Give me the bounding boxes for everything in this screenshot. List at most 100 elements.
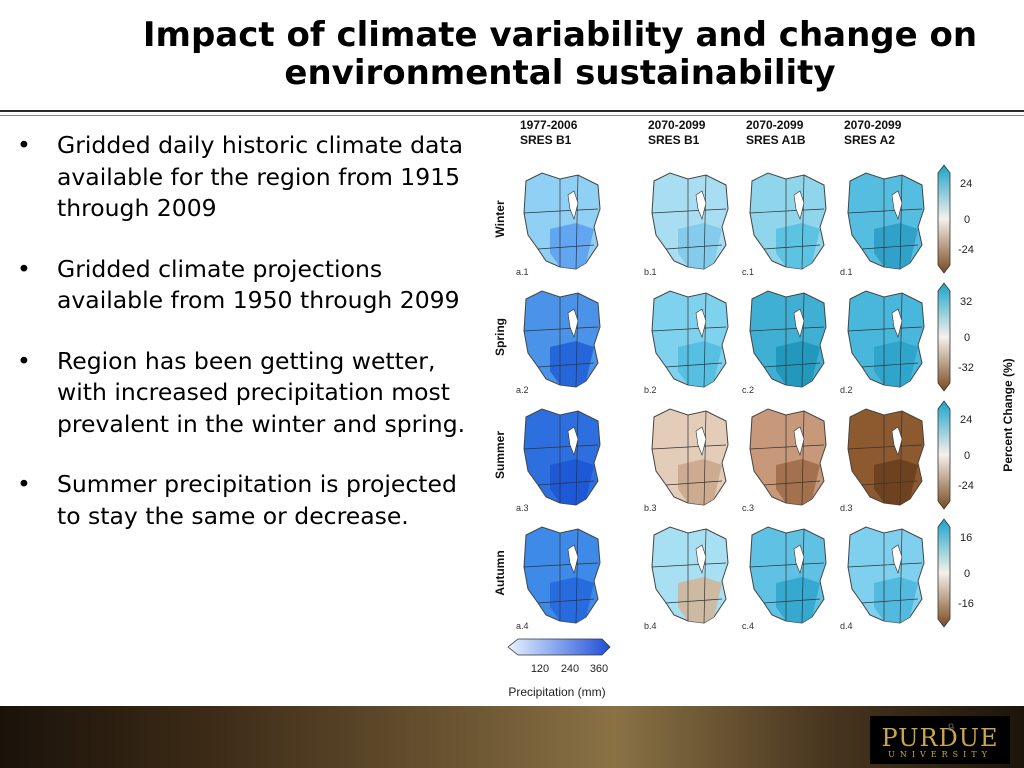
colorbar-tick-bottom: -32 [958, 362, 974, 374]
great-lakes [891, 426, 903, 456]
state-borders [651, 174, 727, 270]
map-panel [749, 172, 827, 270]
map-panel [523, 172, 601, 270]
great-lakes [567, 426, 579, 456]
state-borders [651, 292, 727, 388]
map-region-accent [678, 459, 722, 505]
great-lakes [793, 190, 805, 220]
panel-label: c.2 [742, 385, 754, 395]
column-scenario-label: SRES B1 [648, 133, 700, 147]
state-borders [523, 292, 599, 388]
state-borders [749, 410, 825, 506]
map-panel [523, 290, 601, 388]
column-period-label: 2070-2099 [648, 118, 706, 132]
change-colorbar [937, 164, 951, 274]
state-borders [651, 410, 727, 506]
bullet-dot: • [17, 346, 31, 375]
state-borders [847, 292, 923, 388]
bullet-list: • Gridded daily historic climate data ava… [14, 130, 476, 561]
great-lakes [793, 544, 805, 574]
map-region-accent [550, 577, 594, 623]
great-lakes [567, 190, 579, 220]
map-region-accent [678, 223, 722, 269]
column-scenario-label: SRES B1 [520, 133, 572, 147]
panel-label: b.4 [644, 621, 657, 631]
colorbar-tick-bottom: -24 [958, 244, 974, 256]
row-season-label: Spring [493, 318, 507, 356]
colorbar-tick-mid: 0 [964, 568, 970, 580]
map-region-accent [776, 577, 820, 623]
map-panel [651, 172, 729, 270]
bullet-item: • Gridded daily historic climate data ava… [14, 130, 476, 225]
great-lakes [793, 426, 805, 456]
page-number: 9 [948, 722, 955, 734]
state-borders [523, 410, 599, 506]
state-borders [847, 174, 923, 270]
map-panel [749, 290, 827, 388]
great-lakes [695, 544, 707, 574]
great-lakes [891, 308, 903, 338]
great-lakes [567, 308, 579, 338]
state-borders [523, 528, 599, 624]
state-borders [749, 528, 825, 624]
map-panel [651, 290, 729, 388]
colorbar-tick-mid: 0 [964, 332, 970, 344]
map-region-accent [874, 223, 918, 269]
panel-label: a.3 [516, 503, 529, 513]
map-panel [651, 408, 729, 506]
map-panel [847, 290, 925, 388]
panel-label: a.2 [516, 385, 529, 395]
panel-label: d.3 [840, 503, 853, 513]
bullet-dot: • [17, 470, 31, 498]
panel-label: b.1 [644, 267, 657, 277]
map-region-accent [776, 459, 820, 505]
bullet-dot: • [17, 254, 31, 283]
panel-label: b.2 [644, 385, 657, 395]
map-panel [523, 526, 601, 624]
panel-label: d.4 [840, 621, 853, 631]
row-season-label: Autumn [493, 550, 507, 595]
bullet-dot: • [17, 131, 31, 159]
panel-label: a.4 [516, 621, 529, 631]
great-lakes [695, 426, 707, 456]
panel-label: d.2 [840, 385, 853, 395]
colorbar-tick-top: 24 [960, 178, 972, 190]
column-scenario-label: SRES A1B [746, 133, 806, 147]
column-period-label: 1977-2006 [520, 118, 578, 132]
state-borders [749, 292, 825, 388]
title-divider-thin [0, 115, 1024, 116]
column-period-label: 2070-2099 [844, 118, 902, 132]
purdue-logo: PURDUE UNIVERSITY [870, 716, 1010, 764]
precip-tick-label: 360 [590, 663, 608, 675]
panel-label: c.4 [742, 621, 754, 631]
change-colorbar [937, 400, 951, 510]
bullet-item: • Region has been getting wetter, with in… [14, 346, 476, 441]
map-region-accent [776, 341, 820, 387]
map-panel [847, 526, 925, 624]
row-season-label: Summer [493, 431, 507, 479]
colorbar-tick-top: 32 [960, 296, 972, 308]
bullet-text: Gridded climate projections available fr… [57, 254, 460, 315]
map-panel [847, 408, 925, 506]
bullet-item: • Gridded climate projections available f… [14, 254, 476, 317]
panel-label: a.1 [516, 267, 529, 277]
change-colorbar [937, 282, 951, 392]
state-borders [847, 410, 923, 506]
map-panel [651, 526, 729, 624]
map-region-accent [776, 223, 820, 269]
precip-tick-label: 120 [531, 663, 549, 675]
colorbar-tick-bottom: -24 [958, 480, 974, 492]
state-borders [749, 174, 825, 270]
colorbar-tick-mid: 0 [964, 450, 970, 462]
slide-title-line-2: environmental sustainability [284, 53, 836, 93]
great-lakes [793, 308, 805, 338]
precipitation-axis-label: Precipitation (mm) [508, 685, 605, 699]
bullet-text: Summer precipitation is projected to sta… [57, 470, 457, 530]
footer-banner [0, 706, 1024, 768]
precipitation-colorbar [507, 638, 611, 656]
column-period-label: 2070-2099 [746, 118, 804, 132]
great-lakes [567, 544, 579, 574]
map-region-accent [678, 341, 722, 387]
title-divider [0, 110, 1024, 112]
map-region-accent [550, 459, 594, 505]
